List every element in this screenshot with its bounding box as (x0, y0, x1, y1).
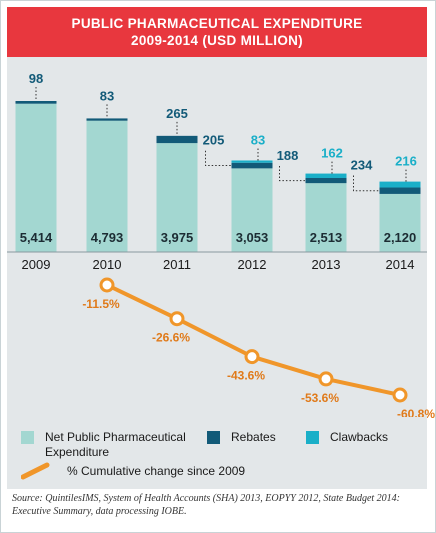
connector-rebates-2014 (353, 175, 380, 192)
bar-rebates-2013 (305, 178, 347, 184)
connector-rebates-2013 (279, 166, 306, 182)
chart-title-line-2: 2009-2014 (USD MILLION) (131, 33, 303, 48)
label-rebates-2013: 188 (277, 148, 299, 163)
legend-label-clawbacks: Clawbacks (330, 430, 389, 444)
x-tick-2013: 2013 (312, 257, 341, 272)
bar-clawbacks-2013 (305, 173, 347, 179)
chart-title: PUBLIC PHARMACEUTICAL EXPENDITURE 2009-2… (7, 7, 427, 57)
label-rebates-2010: 83 (100, 88, 114, 103)
label-rebates-2011: 265 (166, 106, 188, 121)
bar-rebates-2009 (15, 101, 57, 104)
label-rebates-2014: 234 (351, 158, 373, 173)
label-net-2013: 2,513 (310, 230, 343, 245)
line-point-2013 (318, 371, 334, 387)
legend: Net Public Pharmaceutical Expenditure Re… (7, 417, 427, 489)
bar-net-2014 (379, 193, 421, 252)
legend-label-rebates: Rebates (231, 430, 276, 444)
legend-swatch-clawbacks (306, 431, 319, 444)
label-net-2014: 2,120 (384, 230, 417, 245)
line-point-2014 (392, 387, 408, 403)
line-point-2011 (169, 311, 185, 327)
line-label-2010: -11.5% (82, 297, 120, 311)
chart-panel (7, 7, 427, 417)
legend-label-line: % Cumulative change since 2009 (67, 464, 246, 478)
line-point-2010 (99, 277, 115, 293)
bar-rebates-2014 (379, 187, 421, 194)
label-clawbacks-2014: 216 (395, 154, 417, 169)
connector-rebates-2012 (205, 150, 232, 167)
bar-net-2009 (15, 103, 57, 252)
bar-clawbacks-2012 (231, 160, 273, 163)
bar-net-2012 (231, 168, 273, 252)
bar-net-2013 (305, 183, 347, 252)
x-tick-2012: 2012 (238, 257, 267, 272)
label-net-2012: 3,053 (236, 230, 269, 245)
label-clawbacks-2012: 83 (251, 132, 265, 147)
label-rebates-2009: 98 (29, 71, 43, 86)
bar-clawbacks-2014 (379, 181, 421, 188)
line-label-2011: -26.6% (152, 331, 190, 345)
line-label-2013: -53.6% (301, 391, 339, 405)
chart-title-line-1: PUBLIC PHARMACEUTICAL EXPENDITURE (71, 16, 363, 31)
label-clawbacks-2013: 162 (321, 146, 343, 161)
legend-swatch-net (21, 431, 34, 444)
label-net-2011: 3,975 (161, 230, 194, 245)
label-net-2009: 5,414 (20, 230, 53, 245)
line-point-2012 (244, 349, 260, 365)
x-tick-2011: 2011 (163, 257, 191, 272)
legend-swatch-line (21, 462, 50, 480)
bar-rebates-2010 (86, 118, 128, 121)
source-note: Source: QuintilesIMS, System of Health A… (12, 493, 400, 517)
bar-net-2010 (86, 120, 128, 253)
bar-rebates-2011 (156, 135, 198, 144)
bar-rebates-2012 (231, 162, 273, 169)
label-net-2010: 4,793 (91, 230, 124, 245)
bar-net-2011 (156, 143, 198, 252)
x-tick-2014: 2014 (386, 257, 415, 272)
x-tick-2010: 2010 (93, 257, 122, 272)
line-label-2012: -43.6% (227, 369, 265, 383)
x-tick-2009: 2009 (22, 257, 51, 272)
label-rebates-2012: 205 (203, 133, 225, 148)
legend-swatch-rebates (207, 431, 220, 444)
legend-label-net: Net Public Pharmaceutical Expenditure (45, 430, 186, 459)
